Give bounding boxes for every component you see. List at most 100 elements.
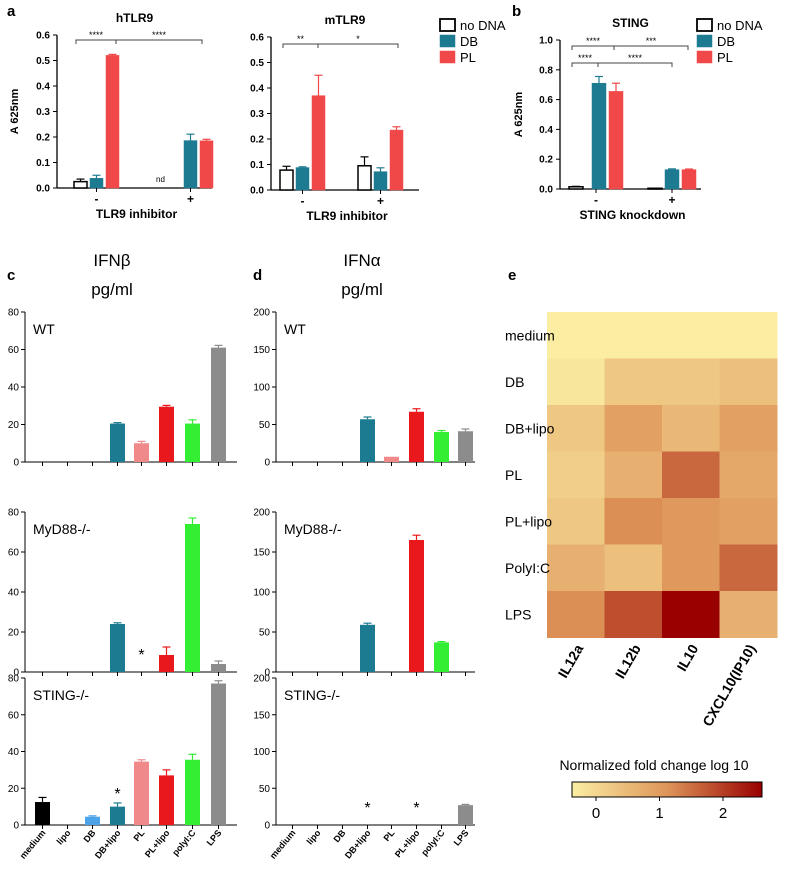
- colorbar-tick-label: 0: [592, 805, 600, 822]
- significance-label: ****: [152, 30, 167, 40]
- significance-star: *: [114, 786, 120, 803]
- panel-letter-d: d: [253, 267, 262, 284]
- y-tick-label: 60: [8, 345, 20, 356]
- y-tick-label: 200: [253, 308, 270, 319]
- chart-title: mTLR9: [325, 13, 366, 27]
- x-tick-label: DB+lipo: [93, 827, 123, 860]
- heatmap-cell: [662, 451, 720, 499]
- heatmap-cell: [719, 405, 778, 452]
- y-tick-label: 0.3: [250, 109, 264, 120]
- heatmap-cell: [719, 591, 778, 638]
- heatmap-row-label: LPS: [505, 606, 531, 622]
- bar-lps: [458, 805, 473, 825]
- legend-swatch: [439, 18, 456, 32]
- y-tick-label: 0.5: [250, 58, 264, 69]
- heatmap-cell: [719, 358, 778, 406]
- legend-label: no DNA: [717, 18, 763, 33]
- genotype-label: MyD88-/-: [284, 521, 342, 537]
- significance-bracket: [571, 45, 615, 50]
- y-tick-label: 0.0: [539, 185, 553, 196]
- x-tick-label: DB: [82, 827, 98, 844]
- y-tick-label: 80: [8, 308, 20, 319]
- significance-label: *: [356, 34, 360, 44]
- y-tick-label: 20: [8, 784, 20, 795]
- bar-dblipo: [110, 423, 125, 462]
- chart-title: STING: [612, 16, 649, 30]
- y-tick-label: 0.8: [539, 65, 553, 76]
- bar-pl: [105, 55, 120, 189]
- cytokine-bar-charts: IFNβpg/ml020406080WT020406080MyD88-/-*02…: [8, 251, 475, 861]
- heatmap-column-label: IL10: [673, 641, 701, 673]
- y-tick-label: 0.4: [36, 82, 50, 93]
- y-tick-label: 0.6: [36, 31, 50, 42]
- significance-label: ***: [646, 36, 657, 46]
- y-tick-label: 0.6: [539, 95, 553, 106]
- bar-pl: [608, 91, 624, 190]
- chart-subtitle: pg/ml: [341, 280, 383, 299]
- bar-db: [664, 169, 680, 190]
- genotype-label: STING-/-: [284, 687, 340, 703]
- heatmap-cell: [604, 312, 663, 359]
- x-tick-label: lipo: [305, 827, 323, 846]
- chart-title: hTLR9: [116, 11, 154, 25]
- heatmap-row-label: PL: [505, 467, 522, 483]
- x-tick-label: polyI:C: [170, 827, 198, 857]
- heatmap-cell: [547, 498, 605, 545]
- y-tick-label: 0.0: [250, 186, 264, 197]
- significance: **** **** ** * **** ******* ****: [75, 30, 689, 67]
- colorbar: Normalized fold change log 10 0 1 2: [559, 757, 763, 822]
- heatmap-cell: [547, 544, 605, 592]
- heatmap-column-label: IL12b: [612, 642, 644, 682]
- heatmap-cell: [604, 358, 663, 406]
- bar-db: [183, 140, 198, 189]
- subpanel-myd88: 0 50 100 150 200 MyD88-/-: [253, 508, 475, 679]
- y-tick-label: 0.1: [36, 158, 50, 169]
- subpanel-wt: 0 20 40 60 80 WT: [8, 308, 237, 469]
- heatmap-cell: [547, 591, 605, 638]
- x-tick-label: LPS: [205, 828, 224, 848]
- bar-pl: [681, 169, 697, 190]
- bar-pl: [199, 140, 214, 189]
- panel-letter-a: a: [7, 3, 16, 20]
- x-tick-label: medium: [18, 828, 48, 861]
- y-tick-label: 200: [253, 508, 270, 519]
- y-tick-label: 0.4: [250, 84, 264, 95]
- heatmap-cell: [604, 591, 663, 638]
- y-tick-label: 200: [253, 674, 270, 685]
- heatmap: medium DB DB+lipo PL PL+lipo PolyI:C LPS IL12a I…: [505, 312, 778, 822]
- y-tick-label: 40: [8, 747, 20, 758]
- heatmap-column-label: IL12a: [555, 641, 587, 680]
- y-tick-label: 0.5: [36, 56, 50, 67]
- x-axis-label: TLR9 inhibitor: [306, 209, 388, 223]
- y-tick-label: 150: [253, 548, 270, 559]
- y-tick-label: 0.2: [250, 135, 264, 146]
- chart-subtitle: pg/ml: [91, 280, 133, 299]
- y-tick-label: 1.0: [539, 36, 553, 47]
- y-tick-label: 0.4: [539, 125, 553, 136]
- panel-letter-e: e: [508, 267, 516, 284]
- x-tick-label: PL+lipo: [143, 827, 172, 859]
- y-tick-label: 20: [8, 628, 20, 639]
- x-tick-label: PL: [381, 827, 396, 843]
- bar-pllipo: [409, 540, 424, 672]
- significance-bracket: [317, 43, 399, 48]
- legend-swatch: [696, 50, 713, 64]
- x-tick-label: +: [377, 194, 384, 208]
- chart-title: IFNβ: [93, 251, 130, 270]
- y-tick-label: 0.6: [250, 33, 264, 44]
- significance-star: *: [413, 800, 419, 817]
- y-tick-label: 100: [253, 383, 270, 394]
- x-axis-label: TLR9 inhibitor: [96, 207, 178, 221]
- chart-IFNa: IFNα pg/ml 0 50 100 150 200 WT 0 50 100 150 200 MyD88…: [253, 251, 475, 861]
- significance-star: *: [138, 647, 144, 664]
- x-tick-label: -: [95, 192, 99, 206]
- y-tick-label: 0.3: [36, 107, 50, 118]
- genotype-label: STING-/-: [33, 687, 89, 703]
- significance-bracket: [282, 43, 319, 48]
- heatmap-row-label: DB+lipo: [505, 420, 555, 436]
- colorbar-bar: [571, 781, 763, 798]
- chart-mTLR9: mTLR9 0.0 0.1 0.2 0.3 0.4 0.5 0.6 - +TLR9 inhibit…: [250, 13, 419, 223]
- heatmap-cell: [604, 405, 663, 452]
